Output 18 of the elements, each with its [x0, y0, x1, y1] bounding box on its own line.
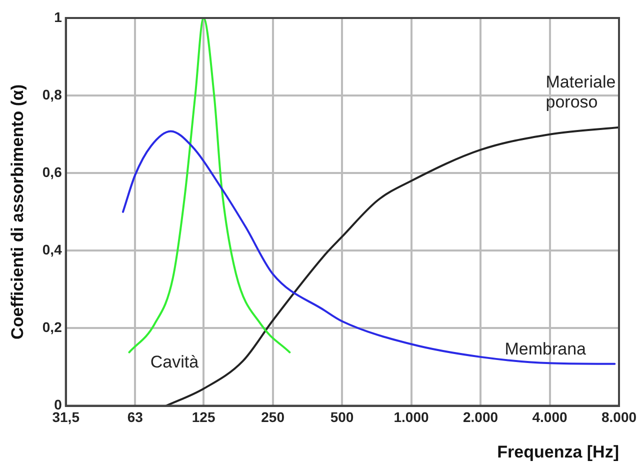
- y-axis-title: Coefficienti di assorbimento (α): [8, 84, 27, 340]
- x-tick-label: 8.000: [601, 409, 637, 426]
- x-tick-label: 250: [261, 409, 285, 426]
- x-tick-label: 2.000: [462, 409, 498, 426]
- y-tick-label: 1: [54, 8, 62, 25]
- y-tick-label: 0,6: [42, 164, 62, 180]
- y-tick-label: 0,2: [42, 319, 62, 336]
- series-label: Materiale poroso: [546, 72, 616, 112]
- series-label: Cavità: [150, 352, 200, 372]
- series-label: Membrana: [504, 339, 587, 358]
- x-axis-title: Frequenza [Hz]: [497, 442, 619, 462]
- x-tick-label: 4.000: [532, 409, 568, 426]
- y-tick-label: 0,8: [42, 86, 62, 102]
- x-tick-label: 500: [330, 409, 354, 426]
- y-tick-label: 0,4: [42, 242, 62, 258]
- x-tick-label: 125: [192, 409, 216, 426]
- x-tick-label: 1.000: [394, 409, 429, 426]
- x-tick-label: 63: [127, 409, 144, 426]
